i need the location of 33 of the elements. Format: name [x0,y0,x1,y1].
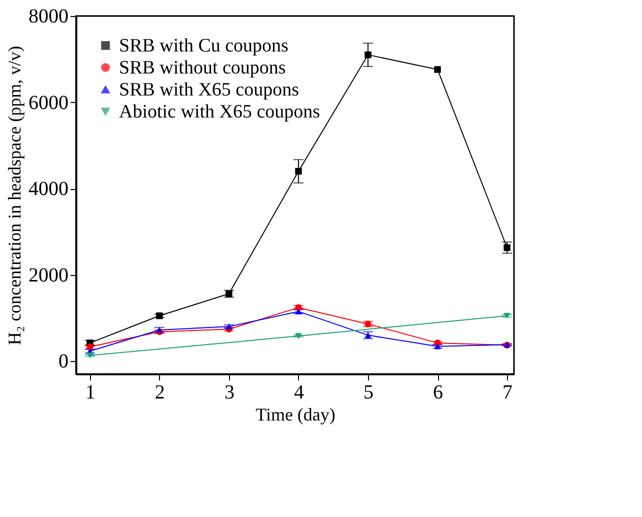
point [226,290,232,298]
point [226,324,232,330]
point [156,327,163,333]
point [504,244,510,251]
y-tick-label: 4000 [28,178,68,200]
y-tick-label: 2000 [28,264,68,286]
y-axis-title: H₂ concentration in headspace (ppm, v/v) [4,46,24,346]
point [86,352,94,358]
point [504,312,510,319]
point [434,66,441,73]
point [156,312,163,320]
x-tick-label: 4 [294,382,304,404]
x-tick-label: 6 [433,382,444,404]
x-tick-label: 2 [154,382,165,404]
point [295,333,302,339]
point [86,343,94,350]
legend-label: SRB with X65 coupons [119,80,299,100]
point [434,343,441,350]
x-tick-label: 7 [502,382,513,404]
y-tick-label: 8000 [28,6,68,28]
x-tick-label: 5 [364,382,374,404]
point [295,308,302,314]
x-axis-title: Time (day) [256,404,336,424]
y-tick-label: 0 [58,350,68,373]
point [295,304,302,311]
point [295,168,302,175]
legend-label: SRB with Cu coupons [119,36,288,56]
point [364,51,372,58]
x-tick-label: 3 [224,382,234,404]
legend-label: Abiotic with X65 coupons [119,102,320,122]
legend-label: SRB without coupons [119,58,286,78]
x-tick-label: 1 [85,382,96,404]
y-tick-label: 6000 [28,92,68,114]
